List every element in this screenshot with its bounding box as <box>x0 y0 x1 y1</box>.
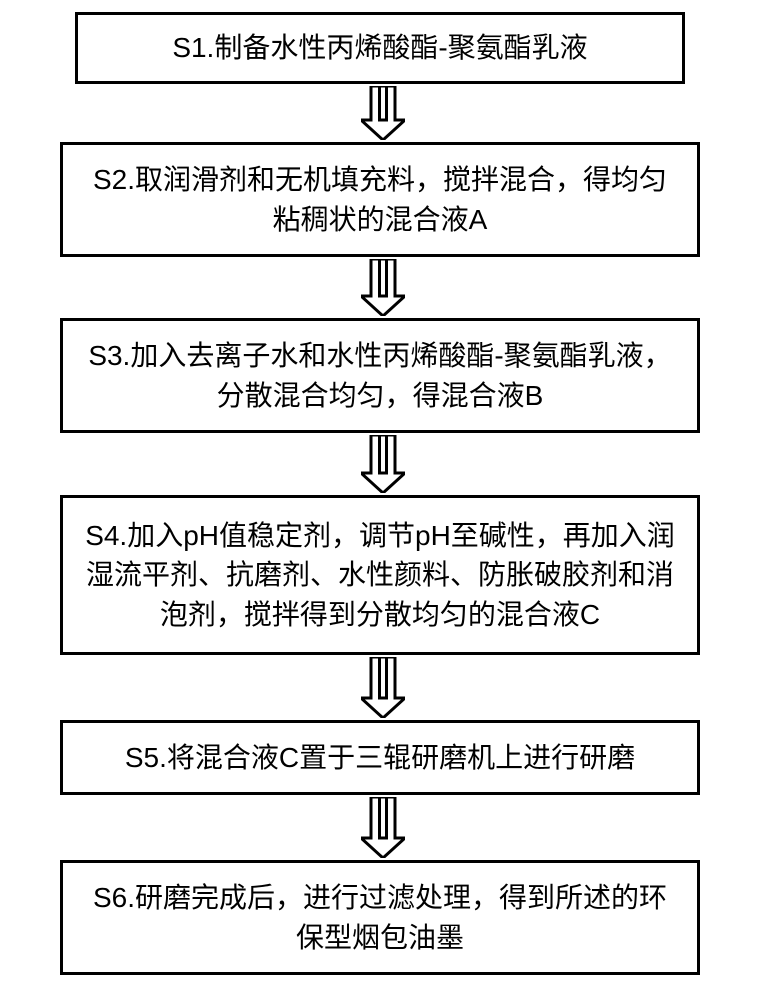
step-text-s2: S2.取润滑剂和无机填充料，搅拌混合，得均匀粘稠状的混合液A <box>81 160 679 238</box>
step-text-s4: S4.加入pH值稳定剂，调节pH至碱性，再加入润湿流平剂、抗磨剂、水性颜料、防胀… <box>81 516 679 634</box>
step-text-s3: S3.加入去离子水和水性丙烯酸酯-聚氨酯乳液，分散混合均匀，得混合液B <box>81 336 679 414</box>
arrow-s4-s5 <box>361 657 405 718</box>
arrow-s1-s2 <box>361 86 405 140</box>
step-box-s5: S5.将混合液C置于三辊研磨机上进行研磨 <box>60 720 700 795</box>
step-box-s1: S1.制备水性丙烯酸酯-聚氨酯乳液 <box>75 12 685 84</box>
arrow-s2-s3 <box>361 259 405 316</box>
step-box-s2: S2.取润滑剂和无机填充料，搅拌混合，得均匀粘稠状的混合液A <box>60 142 700 257</box>
step-text-s5: S5.将混合液C置于三辊研磨机上进行研磨 <box>125 738 635 777</box>
step-text-s1: S1.制备水性丙烯酸酯-聚氨酯乳液 <box>172 28 587 67</box>
arrow-s5-s6 <box>361 797 405 858</box>
step-box-s4: S4.加入pH值稳定剂，调节pH至碱性，再加入润湿流平剂、抗磨剂、水性颜料、防胀… <box>60 495 700 655</box>
arrow-s3-s4 <box>361 435 405 493</box>
step-box-s3: S3.加入去离子水和水性丙烯酸酯-聚氨酯乳液，分散混合均匀，得混合液B <box>60 318 700 433</box>
step-text-s6: S6.研磨完成后，进行过滤处理，得到所述的环保型烟包油墨 <box>81 878 679 956</box>
flowchart-canvas: S1.制备水性丙烯酸酯-聚氨酯乳液 S2.取润滑剂和无机填充料，搅拌混合，得均匀… <box>0 0 765 1000</box>
step-box-s6: S6.研磨完成后，进行过滤处理，得到所述的环保型烟包油墨 <box>60 860 700 975</box>
